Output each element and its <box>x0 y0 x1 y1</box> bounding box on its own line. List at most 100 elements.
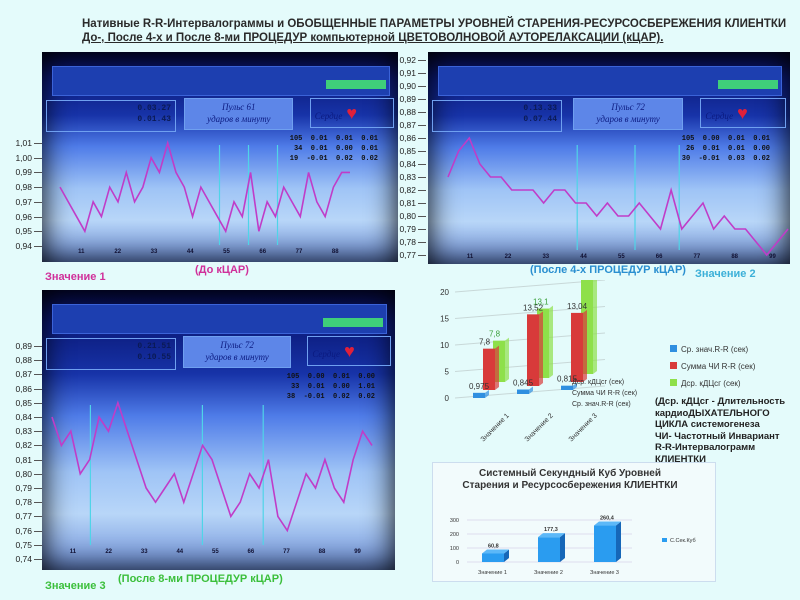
y-tick-mark <box>34 172 42 174</box>
data-label: 7,8 <box>489 330 501 339</box>
stats-row: 33 0.01 0.00 1.01 <box>290 383 375 391</box>
bar-0-2 <box>561 385 573 390</box>
y-tick-mark <box>418 151 426 152</box>
bar3d-svg: 051015207,813,119,977,813,5213,040,9750,… <box>440 257 637 443</box>
data-label: 177,3 <box>544 527 558 533</box>
y-tick-label: 0,87 <box>399 120 416 130</box>
heart-label: Сердце <box>314 111 343 121</box>
bar-1-0 <box>483 348 495 390</box>
stats-row: 30 -0.01 0.03 0.02 <box>681 155 770 163</box>
stats-row: 26 0.01 0.01 0.00 <box>685 145 770 153</box>
stats-row: 105 0.00 0.01 0.01 <box>681 135 770 143</box>
heart-label: Сердце <box>312 349 341 359</box>
depth-axis-label: Ср. знач.R-R (сек) <box>572 401 631 408</box>
data-label: 13,52 <box>523 303 544 312</box>
screen-photo-1: 0.03.27 0.01.43 Пульс 61 ударов в минуту Сер… <box>42 52 398 262</box>
elapsed-time: 0.21.51 <box>137 342 171 351</box>
y-tick-label: 0,77 <box>15 511 32 522</box>
note-line: кардиоДЫХАТЕЛЬНОГО <box>655 407 770 419</box>
y-tick-label: 15 <box>440 315 449 324</box>
y-tick-mark <box>418 164 426 165</box>
y-tick-label: 0,79 <box>15 483 32 493</box>
panel-caption: (До кЦАР) <box>195 264 249 276</box>
y-tick-mark <box>418 99 426 100</box>
cube-bar-top <box>482 549 509 554</box>
y-tick-label: 0,80 <box>399 211 416 221</box>
legend-item: Сумма ЧИ R-R (сек) <box>670 362 755 371</box>
y-tick-mark <box>418 255 426 256</box>
cube-bar-top <box>594 521 621 526</box>
y-tick-label: 0,86 <box>399 133 416 143</box>
y-tick-mark <box>418 112 426 113</box>
remaining-time: 0.07.44 <box>523 115 557 124</box>
category-label: Значение 3 <box>568 412 599 443</box>
time-box: 0.21.51 0.10.55 <box>46 338 176 370</box>
bar-side <box>495 345 499 390</box>
depth-axis-label: Сумма ЧИ R-R (сек) <box>572 390 637 397</box>
cube-bar-2 <box>538 537 560 562</box>
heart-box: Сердце ♥ <box>307 336 391 366</box>
y-tick-label: 0,82 <box>15 440 32 451</box>
pulse-box: Пульс 72 ударов в минуту <box>572 98 684 130</box>
time-box: 0.03.27 0.01.43 <box>46 100 176 132</box>
depth-axis-label: Дср. кДЦсг (сек) <box>572 379 624 386</box>
pulse-box: Пульс 61 ударов в минуту <box>184 98 294 130</box>
y-tick-mark <box>34 346 42 347</box>
y-tick-mark <box>34 187 42 189</box>
y-tick-label: 0,82 <box>399 185 416 195</box>
y-tick-label: 0,99 <box>15 167 32 178</box>
category-label: Значение 2 <box>534 570 563 576</box>
pulse-unit: ударов в минуту <box>596 114 660 124</box>
y-tick-mark <box>418 216 426 217</box>
page-title: Нативные R-R-Интервалограммы и ОБОБЩЕННЫ… <box>82 17 786 45</box>
chart-note: (Дср. кДЦсг - Длительность кардиоДЫХАТЕЛЬ… <box>655 396 785 465</box>
title-line-2: До-, После 4-х и После 8-ми ПРОЦЕДУР ком… <box>82 32 664 44</box>
y-tick-mark <box>34 388 42 390</box>
bar-chart-legend: Ср. знач.R-R (сек) Сумма ЧИ R-R (сек) Дср.… <box>670 345 755 396</box>
stats-row: 38 -0.01 0.02 0.02 <box>286 393 375 401</box>
y-tick-mark <box>418 242 426 243</box>
y-tick-label: 0,85 <box>399 146 416 156</box>
y-tick-mark <box>34 231 42 233</box>
y-tick-mark <box>418 203 426 204</box>
y-tick-mark <box>34 473 42 475</box>
y-tick-label: 0,80 <box>15 468 32 479</box>
time-box: 0.13.33 0.07.44 <box>432 100 562 132</box>
heart-icon: ♥ <box>737 103 748 123</box>
category-label: Значение 1 <box>478 570 507 576</box>
stats-table: 105 0.00 0.01 0.00 33 0.01 0.00 1.01 38 -0… <box>287 372 375 402</box>
y-tick-mark <box>34 216 42 218</box>
bar-side <box>539 311 543 386</box>
cube-bar-side <box>504 549 509 562</box>
data-label: 7,8 <box>479 338 491 347</box>
note-line: КЛИЕНТКИ <box>655 453 706 465</box>
y-tick-label: 5 <box>445 368 450 377</box>
pulse-unit: ударов в минуту <box>205 352 269 362</box>
y-tick-mark <box>34 516 42 518</box>
panel-label: Значение 1 <box>45 271 106 283</box>
bar-side <box>529 386 533 394</box>
y-tick-mark <box>34 143 42 144</box>
bar-chart-3d: 051015207,813,119,977,813,5213,040,9750,… <box>420 257 650 450</box>
data-label: 0,975 <box>469 382 490 391</box>
pulse-box: Пульс 72 ударов в минуту <box>183 336 292 368</box>
y-tick-mark <box>34 445 42 447</box>
y-tick-label: 0,87 <box>15 369 32 380</box>
heart-label: Сердце <box>705 111 734 121</box>
stats-row: 105 0.00 0.01 0.00 <box>286 373 375 381</box>
progress-bar <box>326 80 386 89</box>
y-tick-label: 0,90 <box>399 81 416 91</box>
y-tick-label: 0,92 <box>399 55 416 65</box>
y-tick-label: 20 <box>440 288 449 297</box>
y-tick-mark <box>34 417 42 418</box>
cube-bar-3 <box>594 525 616 562</box>
data-label: 13,04 <box>567 302 588 311</box>
y-tick-mark <box>418 177 426 178</box>
y-tick-mark <box>34 431 42 433</box>
data-label: 13,1 <box>533 298 549 307</box>
category-label: Значение 1 <box>480 412 511 443</box>
y-tick-label: 0,89 <box>15 341 32 351</box>
bar-1-2 <box>571 312 583 382</box>
y-tick-mark <box>34 246 42 247</box>
y-tick-label: 0,83 <box>15 426 32 437</box>
